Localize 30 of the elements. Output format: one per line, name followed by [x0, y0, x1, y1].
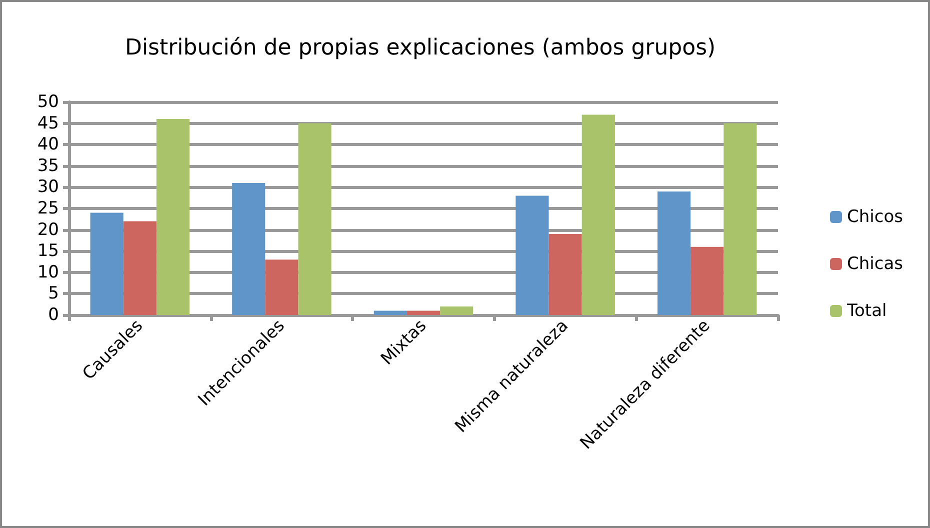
bar — [582, 114, 615, 315]
y-tick-label: 50 — [37, 92, 59, 112]
y-tick-label: 15 — [37, 241, 59, 262]
bar — [374, 310, 407, 315]
y-tick-label: 35 — [37, 156, 59, 176]
legend-label: Total — [846, 301, 887, 321]
bar — [516, 196, 549, 315]
y-tick-label: 45 — [37, 113, 59, 134]
legend-label: Chicos — [847, 207, 904, 227]
bar — [548, 234, 582, 315]
bar — [90, 212, 124, 315]
y-tick-label: 20 — [37, 220, 59, 240]
y-tick-label: 10 — [37, 262, 59, 282]
bar — [724, 123, 757, 315]
y-tick-label: 5 — [48, 284, 59, 304]
bar — [265, 260, 298, 315]
bar — [657, 191, 691, 315]
legend-label: Chicas — [847, 254, 904, 274]
bar — [298, 123, 332, 315]
bar — [440, 306, 474, 315]
y-tick-label: 0 — [48, 305, 59, 325]
bar — [406, 310, 440, 315]
chart-title: Distribución de propias explicaciones (ambos grupos) — [125, 36, 716, 60]
y-tick-label: 30 — [37, 177, 59, 198]
y-tick-label: 40 — [37, 134, 59, 155]
bar — [156, 119, 190, 315]
bar — [232, 182, 266, 315]
bar — [123, 221, 156, 315]
bar — [690, 246, 724, 315]
y-tick-label: 25 — [37, 198, 59, 218]
